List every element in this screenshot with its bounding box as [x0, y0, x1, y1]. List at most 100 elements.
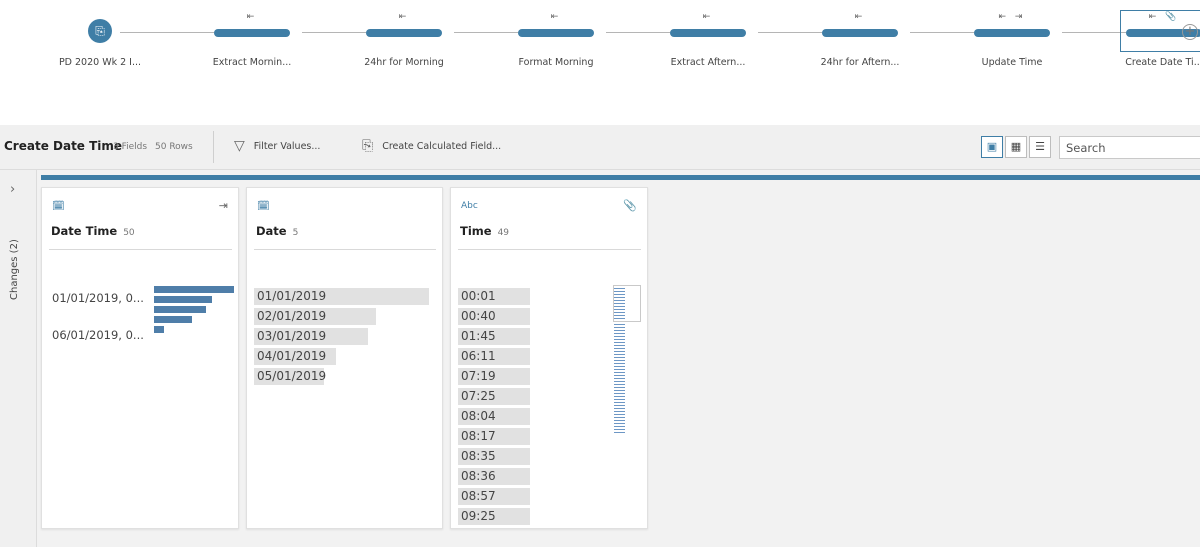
field-name: Date Time 50 [51, 224, 135, 238]
flow-step-label: PD 2020 Wk 2 I... [58, 57, 142, 68]
flow-connector [120, 32, 214, 33]
card-divider [458, 249, 641, 250]
profile-card-date[interactable]: 🗓 Date 5 01/01/2019 02/01/2019 03/01/2019 04… [246, 187, 443, 529]
filter-values-button[interactable]: ▽ Filter Values... [234, 138, 320, 154]
card-menu-icon[interactable]: ⇥ [218, 199, 228, 212]
value-row[interactable]: 05/01/2019 [254, 368, 432, 385]
overview-tick [614, 414, 625, 415]
flow-step-3[interactable]: ⇤ Format Morning [496, 8, 616, 78]
overview-tick [614, 381, 625, 382]
search-input[interactable] [1059, 136, 1200, 159]
chevron-right-icon[interactable]: › [10, 182, 16, 197]
histogram-bar[interactable] [154, 286, 234, 293]
value-row[interactable]: 07:19 [458, 368, 530, 385]
overview-tick [614, 375, 625, 376]
overview-tick [614, 351, 625, 352]
value-row[interactable]: 04/01/2019 [254, 348, 432, 365]
flow-step-4[interactable]: ⇤ Extract Aftern... [648, 8, 768, 78]
clean-step-bar [214, 29, 290, 37]
step-annotation-icon: ⇤ [398, 12, 410, 22]
histogram-bin-label[interactable]: 06/01/2019, 0... [52, 328, 144, 342]
overview-tick [614, 426, 625, 427]
flow-step-label: 24hr for Morning [364, 57, 444, 68]
step-annotation-icon: ⇤ [246, 12, 258, 22]
value-frequency-bar [458, 468, 530, 485]
overview-tick [614, 288, 625, 289]
profile-view-icon[interactable]: ▣ [981, 136, 1003, 158]
histogram-bar[interactable] [154, 296, 212, 303]
overview-tick [614, 345, 625, 346]
clean-step-bar [974, 29, 1050, 37]
datetime-type-icon[interactable]: 🗓 [52, 201, 65, 212]
add-step-icon[interactable]: + [1182, 24, 1198, 40]
create-calculated-field-label: Create Calculated Field... [382, 140, 502, 152]
overview-tick [614, 366, 625, 367]
overview-tick [614, 408, 625, 409]
value-text: 00:40 [461, 309, 496, 323]
overview-tick [614, 300, 625, 301]
flow-step-6[interactable]: ⇤ ⇥ Update Time [952, 8, 1072, 78]
overview-tick [614, 327, 625, 328]
value-row[interactable]: 07:25 [458, 388, 530, 405]
data-grid-view-icon[interactable]: ▦ [1005, 136, 1027, 158]
flow-connector [758, 32, 822, 33]
flow-connector [454, 32, 518, 33]
value-text: 07:25 [461, 389, 496, 403]
value-row[interactable]: 01:45 [458, 328, 530, 345]
flow-step-1[interactable]: ⇤ Extract Mornin... [192, 8, 312, 78]
field-name-text: Date Time [51, 224, 118, 238]
overview-tick [614, 336, 625, 337]
field-name-text: Time [460, 224, 492, 238]
flow-connector [606, 32, 670, 33]
value-row[interactable]: 08:57 [458, 488, 530, 505]
flow-step-2[interactable]: ⇤ 24hr for Morning [344, 8, 464, 78]
overview-tick [614, 405, 625, 406]
value-frequency-bar [458, 328, 530, 345]
profile-card-time[interactable]: Abc 📎 Time 49 00:01 00:40 01:45 06:11 07:19 07… [450, 187, 648, 529]
step-color-strip [41, 175, 1200, 180]
date-type-icon[interactable]: 🗓 [257, 201, 270, 212]
overview-tick [614, 354, 625, 355]
value-row[interactable]: 08:36 [458, 468, 530, 485]
value-row[interactable]: 06:11 [458, 348, 530, 365]
flow-step-0[interactable]: ⎘ PD 2020 Wk 2 I... [40, 8, 160, 78]
list-view-icon[interactable]: ☰ [1029, 136, 1051, 158]
clean-step-bar [518, 29, 594, 37]
profile-card-date-time[interactable]: 🗓 ⇥ Date Time 50 01/01/2019, 0... 06/01/20… [41, 187, 239, 529]
value-row[interactable]: 08:35 [458, 448, 530, 465]
overview-tick [614, 390, 625, 391]
value-row[interactable]: 08:17 [458, 428, 530, 445]
histogram-bar[interactable] [154, 326, 164, 333]
value-row[interactable]: 03/01/2019 [254, 328, 432, 345]
flow-step-label: 24hr for Aftern... [820, 57, 900, 68]
overview-tick [614, 357, 625, 358]
overview-tick [614, 294, 625, 295]
value-text: 09:25 [461, 509, 496, 523]
changes-panel-label[interactable]: Changes (2) [9, 239, 20, 300]
value-row[interactable]: 08:04 [458, 408, 530, 425]
value-frequency-bar [458, 348, 530, 365]
value-row[interactable]: 00:40 [458, 308, 530, 325]
paperclip-icon[interactable]: 📎 [623, 199, 637, 212]
value-row[interactable]: 09:25 [458, 508, 530, 525]
value-frequency-bar [458, 488, 530, 505]
histogram-bar[interactable] [154, 316, 192, 323]
flow-step-7[interactable]: ⇤ 📎 Create Date Ti... [1104, 8, 1200, 78]
histogram-bar[interactable] [154, 306, 206, 313]
value-text: 08:36 [461, 469, 496, 483]
histogram-bin-label[interactable]: 01/01/2019, 0... [52, 291, 144, 305]
create-calculated-field-button[interactable]: ⎘ Create Calculated Field... [362, 138, 501, 154]
field-count: 3 Fields [113, 142, 148, 152]
value-row[interactable]: 00:01 [458, 288, 530, 305]
value-frequency-bar [254, 308, 376, 325]
overview-tick [614, 330, 625, 331]
flow-step-label: Update Time [981, 57, 1043, 68]
flow-step-label: Extract Mornin... [212, 57, 292, 68]
value-row[interactable]: 01/01/2019 [254, 288, 432, 305]
value-row[interactable]: 02/01/2019 [254, 308, 432, 325]
flow-step-5[interactable]: ⇤ 24hr for Aftern... [800, 8, 920, 78]
string-type-icon[interactable]: Abc [461, 201, 478, 211]
overview-scroll-thumb[interactable] [613, 285, 641, 322]
filter-icon: ▽ [234, 138, 245, 154]
overview-tick [614, 411, 625, 412]
